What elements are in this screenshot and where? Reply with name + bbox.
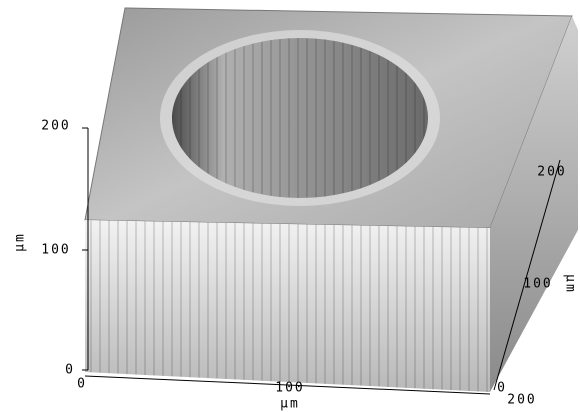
surface-render: 200 100 0 µm 0 100 200 µm 0 100 200 µm xyxy=(0,0,580,412)
vertical-axis: 200 100 0 µm xyxy=(13,119,89,378)
tick-label: 0 xyxy=(65,363,75,378)
hole-texture xyxy=(172,38,428,198)
axis-label: µm xyxy=(13,232,28,252)
axis-label: µm xyxy=(563,274,578,294)
tick-label: 200 xyxy=(507,393,536,408)
tick-label: 100 xyxy=(41,243,70,258)
tick-label: 200 xyxy=(537,165,566,180)
axis-label: µm xyxy=(280,397,300,412)
tick-label: 0 xyxy=(497,381,507,396)
tick-label: 100 xyxy=(523,277,552,292)
tick-label: 0 xyxy=(77,377,87,392)
block xyxy=(85,8,578,392)
front-texture xyxy=(85,220,490,392)
tick-label: 100 xyxy=(275,381,304,396)
tick-label: 200 xyxy=(41,119,70,134)
